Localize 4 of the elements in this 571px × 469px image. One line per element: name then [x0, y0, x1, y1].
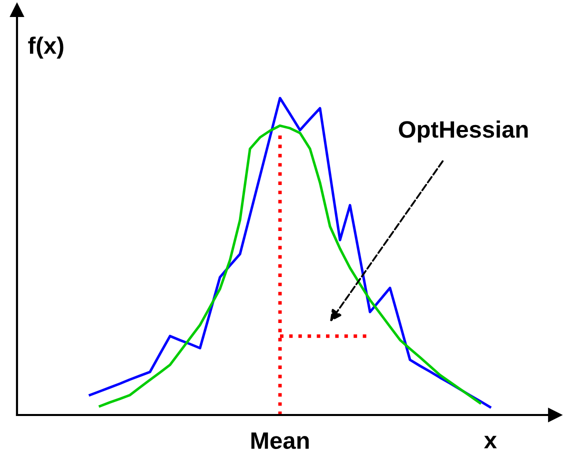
y-axis-title: f(x)	[28, 36, 64, 59]
annotation: OptHessian	[398, 120, 528, 143]
x-axis-title: x	[484, 436, 497, 448]
text: Mean	[251, 432, 309, 450]
